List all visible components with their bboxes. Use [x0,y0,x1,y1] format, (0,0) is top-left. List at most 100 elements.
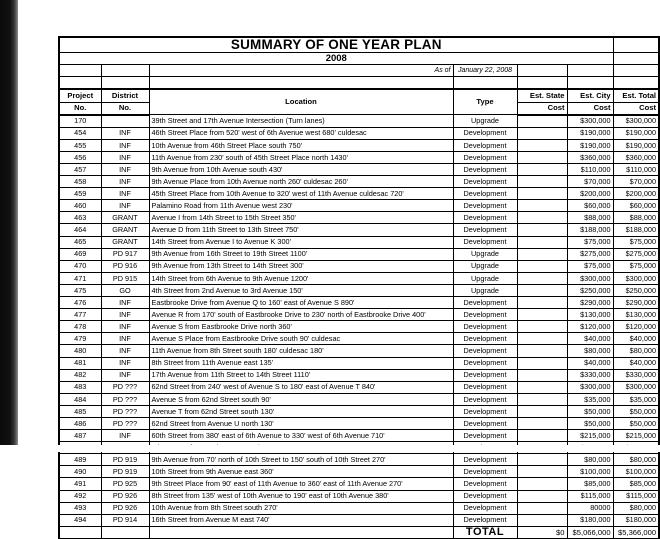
cell-district-no: INF [100,320,150,334]
cell-est-city-cost: $100,000 [566,465,614,479]
cell-est-city-cost: $80,000 [566,453,614,467]
cell-est-state-cost [516,344,568,358]
as-of-blank-city [566,64,614,78]
header-est-total-cost-sub: Cost [612,101,660,116]
cell-est-state-cost [516,332,568,346]
cell-est-city-cost: $50,000 [566,404,614,418]
cell-type: Development [452,199,518,213]
cell-est-state-cost [516,235,568,249]
cell-district-no: GRANT [100,211,150,225]
table-row[interactable]: 460 INF Palamino Road from 11th Avenue wes… [58,199,660,213]
table-row[interactable]: 463 GRANT Avenue I from 14th Street to 15t… [58,211,660,225]
cell-est-city-cost: $300,000 [566,271,614,285]
table-row[interactable]: 170 39th Street and 17th Avenue Intersect… [58,114,660,128]
table-row[interactable]: 465 GRANT 14th Street from Avenue I to Ave… [58,235,660,249]
cell-est-state-cost [516,247,568,261]
cell-project-no: 490 [58,465,102,479]
cell-project-no: 483 [58,380,102,394]
table-row[interactable]: 478 INF Avenue S from Eastbrooke Drive nor… [58,320,660,334]
cell-type: Development [452,465,518,479]
cell-est-total-cost: $120,000 [612,320,660,334]
cell-project-no: 493 [58,501,102,515]
table-row[interactable]: 475 GO 4th Street from 2nd Avenue to 3rd A… [58,283,660,298]
table-row[interactable]: 476 INF Eastbrooke Drive from Avenue Q to … [58,296,660,310]
table-row[interactable]: 479 INF Avenue S Place from Eastbrooke Dri… [58,332,660,346]
table-row[interactable]: 455 INF 10th Avenue from 46th Street Place… [58,138,660,152]
cell-project-no: 491 [58,477,102,491]
document-title: SUMMARY OF ONE YEAR PLAN [57,36,614,54]
spacer-cell-project [58,76,102,90]
cell-est-total-cost: $200,000 [612,187,660,201]
table-row[interactable]: 485 PD ??? Avenue T from 62nd Street south… [58,404,660,418]
table-row[interactable]: 454 INF 46th Street Place from 520' west o… [58,126,660,140]
header-location: Location [148,88,454,116]
cell-est-city-cost: $300,000 [566,380,614,394]
cell-project-no: 170 [58,114,102,128]
cell-type: Development [452,404,518,418]
spacer-cell-type [452,76,518,90]
spacer-row [58,76,660,90]
cell-type: Development [452,356,518,370]
table-row[interactable]: 457 INF 9th Avenue from 10th Avenue south … [58,163,660,177]
cell-type: Development [452,296,518,310]
table-row[interactable]: 486 PD ??? 62nd Street from Avenue U north… [58,416,660,431]
table-row[interactable]: 483 PD ??? 62nd Street from 240' west of A… [58,380,660,394]
cell-est-total-cost: $360,000 [612,150,660,165]
table-row[interactable]: 464 GRANT Avenue D from 11th Street to 13t… [58,223,660,237]
cell-est-state-cost [516,356,568,370]
cell-location: 4th Street from 2nd Avenue to 3rd Avenue… [148,283,454,298]
table-row[interactable]: 480 INF 11th Avenue from 8th Street south … [58,344,660,358]
cell-type: Upgrade [452,247,518,261]
table-row[interactable]: 487 INF 60th Street from 380' east of 6th … [58,429,660,443]
cell-location: 9th Avenue from 16th Street to 19th Stre… [148,247,454,261]
cell-est-state-cost [516,283,568,298]
cell-est-state-cost [516,259,568,273]
table-row[interactable]: 489 PD 919 9th Avenue from 70' north of 10… [58,453,660,467]
cell-est-city-cost: $290,000 [566,296,614,310]
header-type: Type [452,88,518,116]
cell-est-state-cost [516,489,568,503]
table-row[interactable]: 469 PD 917 9th Avenue from 16th Street to … [58,247,660,261]
cell-location: Avenue D from 11th Street to 13th Street… [148,223,454,237]
table-row[interactable]: 481 INF 8th Street from 11th Avenue east 1… [58,356,660,370]
cell-district-no: INF [100,150,150,165]
table-row[interactable]: 493 PD 926 10th Avenue from 8th Street sou… [58,501,660,515]
scan-page-edge [0,0,18,452]
spacer-cell-district [100,76,150,90]
table-row[interactable]: 470 PD 916 9th Avenue from 13th Street to … [58,259,660,273]
cell-location: Eastbrooke Drive from Avenue Q to 160' e… [148,296,454,310]
cell-est-city-cost: $70,000 [566,175,614,189]
cell-est-city-cost: $40,000 [566,356,614,370]
cell-district-no: INF [100,344,150,358]
cell-est-total-cost: $88,000 [612,211,660,225]
cell-project-no: 492 [58,489,102,503]
table-row[interactable]: 471 PD 915 14th Street from 6th Avenue to … [58,271,660,285]
cell-project-no: 458 [58,175,102,189]
cell-district-no: INF [100,138,150,152]
cell-est-city-cost: $40,000 [566,332,614,346]
table-row[interactable]: 477 INF Avenue R from 170' south of Eastbr… [58,308,660,322]
table-row[interactable]: 484 PD ??? Avenue S from 62nd Street south… [58,392,660,406]
cell-type: Upgrade [452,114,518,128]
cell-est-city-cost: $88,000 [566,211,614,225]
table-row[interactable]: 456 INF 11th Avenue from 230' south of 45t… [58,150,660,165]
table-row[interactable]: 491 PD 925 9th Street Place from 90' east … [58,477,660,491]
header-project-no-sub: No. [58,101,102,116]
table-row[interactable]: 490 PD 919 10th Street from 9th Avenue eas… [58,465,660,479]
cell-est-total-cost: $215,000 [612,429,660,443]
table-row[interactable]: 459 INF 45th Street Place from 10th Avenue… [58,187,660,201]
table-row[interactable]: 482 INF 17th Avenue from 11th Street to 14… [58,368,660,382]
cell-type: Development [452,477,518,491]
cell-district-no: PD ??? [100,404,150,418]
cell-location: 39th Street and 17th Avenue Intersection… [148,114,454,128]
table-row[interactable]: 492 PD 926 8th Street from 135' west of 10… [58,489,660,503]
table-row[interactable]: 458 INF 9th Avenue Place from 10th Avenue … [58,175,660,189]
header-district-no-sub: No. [100,101,150,116]
cell-type: Development [452,211,518,225]
table-row[interactable]: 494 PD 914 16th Street from Avenue M east … [58,513,660,527]
cell-location: 45th Street Place from 10th Avenue to 32… [148,187,454,201]
cell-project-no: 464 [58,223,102,237]
cell-est-city-cost: $250,000 [566,283,614,298]
cell-type: Development [452,380,518,394]
cell-project-no: 482 [58,368,102,382]
